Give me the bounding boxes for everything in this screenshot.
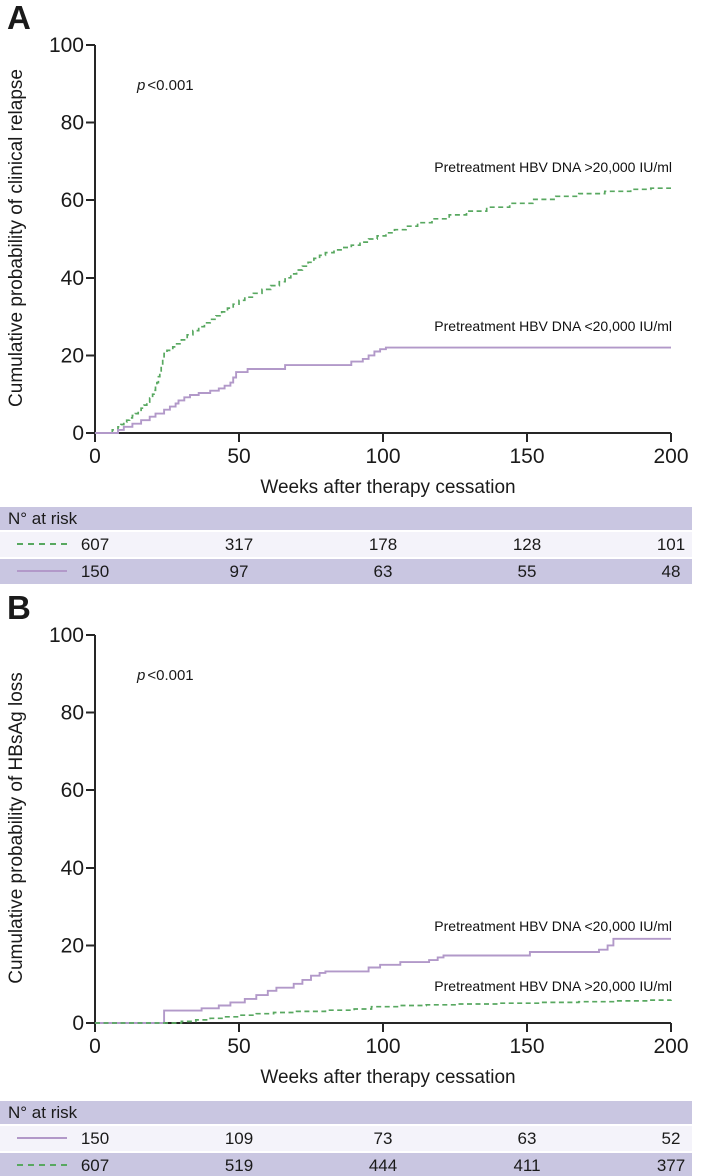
km-curve-solid — [95, 937, 671, 1024]
km-chart-b: 0 20 40 60 80 100 0 50 100 150 200 — [49, 624, 689, 1058]
risk-table-rows: 607 317 178 128 101 150 97 63 55 48 — [0, 532, 692, 584]
risk-count: 377 — [656, 1156, 686, 1175]
p-symbol: p — [137, 77, 146, 94]
risk-table-a: N° at risk 607 317 178 128 101 150 97 63 55 48 — [0, 507, 692, 586]
y-tick-label: 20 — [61, 344, 84, 367]
risk-count: 97 — [229, 562, 249, 581]
dashed-line-swatch — [17, 543, 67, 545]
risk-count: 101 — [656, 535, 686, 554]
y-tick-label: 100 — [49, 34, 84, 57]
x-axis-title: Weeks after therapy cessation — [260, 477, 516, 498]
risk-count: 63 — [373, 562, 393, 581]
km-curve-dashed — [95, 999, 672, 1024]
risk-table-row: 607 317 178 128 101 — [0, 532, 692, 557]
risk-count: 150 — [80, 562, 110, 581]
y-tick-label: 40 — [61, 857, 84, 880]
risk-count: 52 — [661, 1129, 681, 1148]
x-tick-label: 100 — [365, 445, 400, 468]
risk-count: 607 — [80, 535, 110, 554]
curve-label: Pretreatment HBV DNA >20,000 IU/ml — [434, 978, 672, 995]
risk-count: 150 — [80, 1129, 110, 1148]
risk-table-row: 150 97 63 55 48 — [0, 559, 692, 584]
y-axis-title: Cumulative probability of clinical relap… — [6, 69, 27, 407]
x-tick-label: 0 — [89, 445, 101, 468]
p-text: <0.001 — [147, 77, 194, 94]
risk-table-header: N° at risk — [0, 1101, 692, 1124]
x-tick-label: 150 — [509, 1035, 544, 1058]
x-tick-label: 150 — [509, 445, 544, 468]
risk-count: 411 — [513, 1156, 541, 1175]
y-tick-label: 60 — [61, 189, 84, 212]
y-tick-label: 80 — [61, 112, 84, 135]
risk-count: 73 — [373, 1129, 393, 1148]
x-tick-label: 200 — [653, 1035, 688, 1058]
risk-count: 109 — [224, 1129, 254, 1148]
risk-count: 519 — [224, 1156, 254, 1175]
p-symbol: p — [137, 667, 146, 684]
x-tick-label: 50 — [227, 445, 250, 468]
panel-b: B 0 20 40 60 80 100 0 50 100 150 200 Cumulative pr… — [0, 590, 708, 1176]
risk-table-row: 150 109 73 63 52 — [0, 1126, 692, 1151]
x-axis-title: Weeks after therapy cessation — [260, 1067, 516, 1088]
y-tick-label: 20 — [61, 934, 84, 957]
panel-a: A 0 20 40 60 80 100 0 50 100 150 200 Cumulative pr… — [0, 0, 692, 586]
risk-count: 128 — [512, 535, 542, 554]
y-tick-label: 60 — [61, 779, 84, 802]
curve-label: Pretreatment HBV DNA >20,000 IU/ml — [434, 159, 672, 176]
km-curve-solid — [95, 346, 671, 434]
x-tick-label: 100 — [365, 1035, 400, 1058]
axis-lines — [94, 45, 671, 434]
p-value: p <0.001 — [137, 77, 194, 94]
p-text: <0.001 — [147, 667, 194, 684]
y-axis-title: Cumulative probability of HBsAg loss — [6, 672, 27, 984]
km-chart-a: 0 20 40 60 80 100 0 50 100 150 200 — [49, 34, 689, 468]
curve-label: Pretreatment HBV DNA <20,000 IU/ml — [434, 918, 672, 934]
risk-count: 607 — [80, 1156, 110, 1175]
y-tick-label: 80 — [61, 702, 84, 725]
curve-label: Pretreatment HBV DNA <20,000 IU/ml — [434, 318, 672, 335]
risk-count: 63 — [517, 1129, 537, 1148]
risk-table-rows: 150 109 73 63 52 607 519 444 411 377 — [0, 1126, 692, 1176]
risk-table-b: N° at risk 150 109 73 63 52 607 519 444 411 377 — [0, 1101, 692, 1176]
y-tick-label: 40 — [61, 267, 84, 290]
risk-table-header: N° at risk — [0, 507, 692, 530]
y-tick-label: 0 — [72, 422, 84, 445]
x-tick-label: 50 — [227, 1035, 250, 1058]
risk-count: 444 — [368, 1156, 398, 1175]
panel-a-letter: A — [7, 0, 31, 36]
risk-count: 178 — [368, 535, 398, 554]
x-tick-label: 200 — [653, 445, 688, 468]
y-tick-label: 100 — [49, 624, 84, 647]
km-curve-dashed — [95, 187, 671, 434]
panel-b-letter: B — [7, 589, 31, 626]
risk-count: 55 — [517, 562, 537, 581]
solid-line-swatch — [17, 1137, 67, 1139]
risk-table-row: 607 519 444 411 377 — [0, 1153, 692, 1176]
x-tick-label: 0 — [89, 1035, 101, 1058]
risk-count: 317 — [224, 535, 254, 554]
solid-line-swatch — [17, 570, 67, 572]
p-value: p <0.001 — [137, 667, 194, 684]
y-tick-label: 0 — [72, 1012, 84, 1035]
risk-count: 48 — [661, 562, 681, 581]
dashed-line-swatch — [17, 1164, 67, 1166]
